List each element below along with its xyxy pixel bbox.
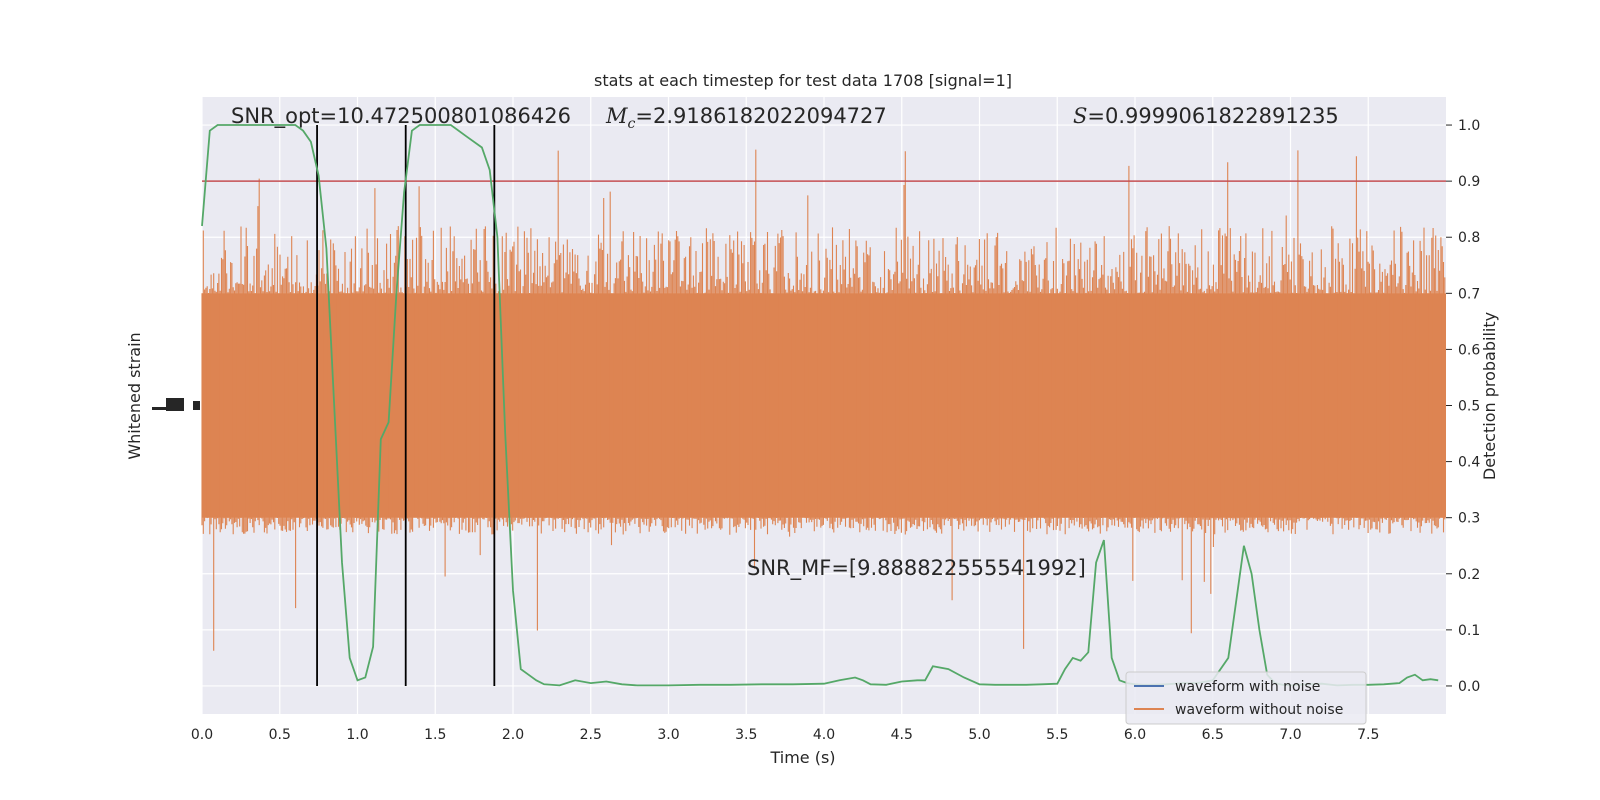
y-tick-label: 0.6 (1458, 342, 1480, 358)
x-tick-label: 7.0 (1279, 727, 1301, 743)
chart-title: stats at each timestep for test data 170… (594, 71, 1012, 90)
x-tick-label: 5.0 (968, 727, 990, 743)
x-tick-label: 1.0 (346, 727, 368, 743)
x-tick-label: 5.5 (1046, 727, 1068, 743)
left-tick-glyph (193, 401, 200, 410)
x-tick-label: 2.5 (580, 727, 602, 743)
x-axis-title: Time (s) (769, 748, 835, 767)
left-tick-glyph (166, 398, 184, 411)
ticks: 0.0 0.5 1.0 1.5 2.0 2.5 3.0 3.5 4.0 4.5 5.0 5.5 6.0 6… (191, 118, 1480, 743)
right-axis-title: Detection probability (1480, 312, 1499, 480)
detection-probability-line (201, 124, 1439, 687)
overlay (152, 124, 1446, 687)
strain-trace (201, 149, 1446, 651)
y-tick-label: 0.5 (1458, 399, 1480, 415)
y-tick-label: 0.3 (1458, 511, 1480, 527)
y-tick-label: 0.9 (1458, 174, 1480, 190)
x-tick-label: 1.5 (424, 727, 446, 743)
y-tick-label: 0.0 (1458, 679, 1480, 695)
left-axis-title: Whitened strain (125, 332, 144, 459)
score-annotation: S=0.9999061822891235 (1073, 104, 1339, 128)
chirp-mass-annotation: Mc=2.9186182022094727 (605, 104, 887, 132)
y-tick-label: 0.2 (1458, 567, 1480, 583)
x-tick-label: 3.5 (735, 727, 757, 743)
y-tick-label: 1.0 (1458, 118, 1480, 134)
x-tick-label: 4.0 (813, 727, 835, 743)
strain-core (202, 293, 1446, 518)
legend-label-waveform-with-noise: waveform with noise (1175, 679, 1320, 695)
y-tick-label: 0.8 (1458, 230, 1480, 246)
x-tick-label: 2.0 (502, 727, 524, 743)
x-tick-label: 4.5 (891, 727, 913, 743)
left-tick-glyph (152, 407, 166, 410)
legend: waveform with noise waveform without noi… (1125, 671, 1367, 725)
legend-label-waveform-without-noise: waveform without noise (1175, 702, 1343, 718)
x-tick-label: 6.5 (1202, 727, 1224, 743)
x-tick-label: 6.0 (1124, 727, 1146, 743)
snr-mf-annotation: SNR_MF=[9.888822555541992] (747, 556, 1086, 581)
x-tick-label: 0.5 (269, 727, 291, 743)
y-tick-label: 0.1 (1458, 623, 1480, 639)
legend-box (1125, 671, 1367, 725)
x-tick-label: 0.0 (191, 727, 213, 743)
x-tick-label: 3.0 (657, 727, 679, 743)
x-tick-label: 7.5 (1357, 727, 1379, 743)
left-axis-tick-cluster (152, 398, 200, 411)
y-tick-label: 0.4 (1458, 455, 1480, 471)
strain-series (201, 149, 1446, 651)
y-tick-label: 0.7 (1458, 286, 1480, 302)
snr-opt-annotation: SNR_opt=10.472500801086426 (231, 104, 571, 129)
